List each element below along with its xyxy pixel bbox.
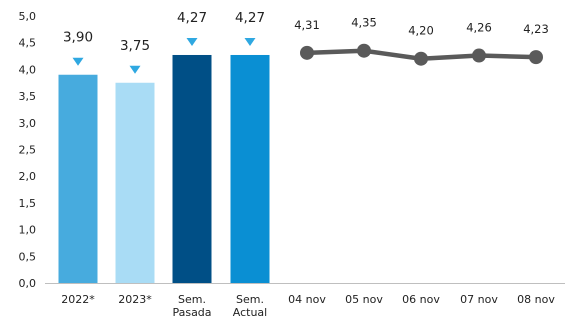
x-axis: 2022* 2023* Sem. Pasada Sem. Actual 04 nov 05 n… — [45, 283, 565, 319]
line-value-label: 4,35 — [351, 16, 377, 30]
down-triangle-icon — [72, 57, 84, 66]
line-series: 4,31 4,35 4,20 4,26 4,23 — [294, 16, 549, 66]
bar — [58, 74, 98, 284]
bar-value-label: 3,90 — [63, 30, 93, 46]
y-tick-label: 0,0 — [19, 277, 37, 290]
bar — [115, 82, 155, 283]
down-triangle-icon — [186, 37, 198, 46]
bar-value-label: 4,27 — [235, 10, 265, 26]
bar — [230, 54, 270, 284]
y-tick-label: 3,0 — [19, 117, 37, 130]
line-point — [414, 51, 428, 66]
y-tick-label: 5,0 — [19, 10, 37, 23]
x-tick-label: 07 nov — [460, 293, 498, 306]
y-tick-label: 2,5 — [19, 144, 37, 157]
y-tick-label: 0,5 — [19, 250, 37, 263]
line-point — [529, 50, 543, 65]
x-tick-label: 05 nov — [345, 293, 383, 306]
x-tick-label: 08 nov — [517, 293, 555, 306]
y-axis: 0,0 0,5 1,0 1,5 2,0 2,5 3,0 3,5 4,0 4,5 5,0 — [19, 10, 37, 290]
x-tick-label: 04 nov — [288, 293, 326, 306]
x-tick-label: 2023* — [118, 293, 152, 306]
down-triangle-icon — [129, 65, 141, 74]
line-value-label: 4,20 — [408, 24, 434, 38]
line-point — [300, 45, 314, 60]
y-tick-label: 3,5 — [19, 90, 37, 103]
down-triangle-icon — [244, 37, 256, 46]
bar-value-label: 3,75 — [120, 38, 150, 54]
x-tick-label: Sem. Pasada — [172, 293, 211, 319]
y-tick-label: 1,0 — [19, 224, 37, 237]
x-tick-label: Sem. Actual — [233, 293, 267, 319]
line-point — [357, 43, 371, 58]
y-tick-label: 2,0 — [19, 170, 37, 183]
line-point — [472, 48, 486, 63]
y-tick-label: 4,0 — [19, 63, 37, 76]
y-tick-label: 1,5 — [19, 197, 37, 210]
bar-series: 3,90 3,75 4,27 4,27 — [58, 10, 270, 284]
x-tick-label: 06 nov — [402, 293, 440, 306]
bar — [172, 54, 212, 284]
x-tick-label: 2022* — [61, 293, 95, 306]
line-value-label: 4,31 — [294, 18, 320, 32]
y-tick-label: 4,5 — [19, 37, 37, 50]
bar-value-label: 4,27 — [177, 10, 207, 26]
line-value-label: 4,23 — [523, 22, 549, 36]
line-value-label: 4,26 — [466, 21, 492, 35]
